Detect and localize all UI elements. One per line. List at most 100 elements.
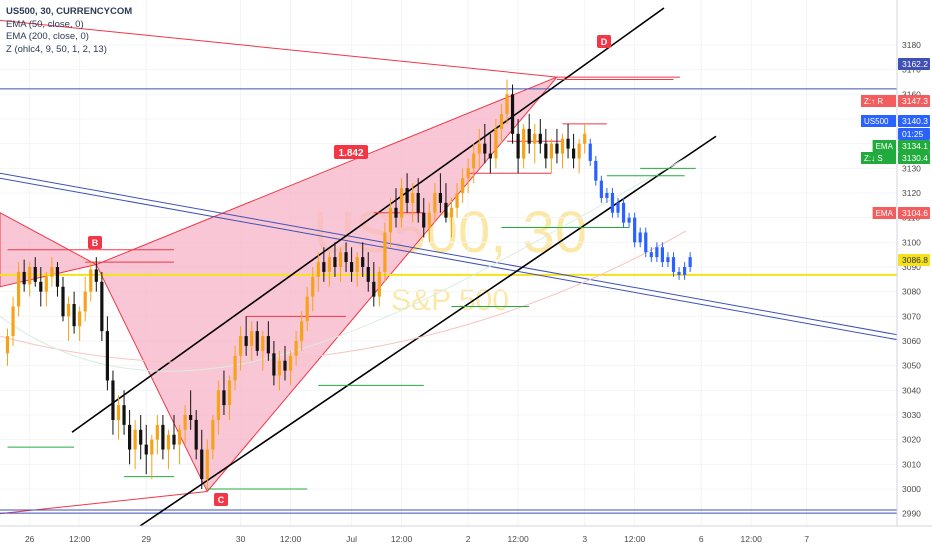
candle-body [155,424,159,440]
candle-body [455,193,459,208]
legend-zigzag[interactable]: Z (ohlc4, 9, 50, 1, 2, 13) [6,43,107,55]
candle-body [372,281,376,297]
candle-body [28,267,32,285]
projection-body [683,267,687,275]
time-tick-label: Jul [346,534,357,544]
candle-body [89,269,93,292]
point-d-badge[interactable] [597,35,611,48]
candle-body [44,276,48,292]
time-tick-label: 12:00 [391,534,413,544]
price-tick-label: 2990 [902,509,921,519]
candle-body [133,429,137,450]
tag-label-text: US500 [864,117,889,126]
candle-body [560,138,565,154]
candle-body [461,178,465,193]
tag-label-box [872,207,896,219]
legend-symbol: US500, 30, CURRENCYCOM [6,6,133,17]
projection-body [666,257,670,263]
candle-body [399,188,404,218]
time-tick-label: 7 [804,534,809,544]
candle-body [388,207,393,233]
candle-body [111,380,115,420]
candle-body [427,212,431,228]
tag-value-box [898,140,930,152]
candle-body [377,271,381,297]
candle-body [327,257,331,272]
price-tags: 3162.2 Z:↑ R 3147.3 US500 3140.3 01:25 EMA 3134… [861,58,930,266]
candle-body [139,429,143,445]
tag-label-box [861,95,896,107]
projection-body [644,232,648,253]
tag-label-text: Z:↑ R [864,97,883,106]
candle-body [549,143,553,159]
price-tick-label: 3130 [902,163,921,173]
chart-legend: US500, 30, CURRENCYCOM EMA (50, close, 0… [6,6,132,56]
time-tick-label: 12:00 [280,534,302,544]
candle-body [355,257,359,272]
candle-body [383,232,387,272]
projection-body [671,257,676,272]
candle-body [411,193,415,203]
time-axis-bg [0,526,932,550]
candle-body [72,304,76,327]
time-tick-label: 26 [25,534,35,544]
legend-ema50[interactable]: EMA (50, close, 0) [6,18,84,30]
candle-body [544,143,548,159]
trend-lines[interactable] [0,7,932,527]
tag-label-text: EMA [876,142,894,151]
candle-body [583,133,587,144]
projection-body [616,202,620,213]
tag-value-text: 3147.3 [902,96,928,106]
candle-body [366,267,370,282]
candle-body [177,429,182,445]
point-b-badge[interactable] [88,236,102,249]
candles[interactable] [5,79,587,489]
candle-body [189,415,193,420]
legend-ema200[interactable]: EMA (200, close, 0) [6,31,89,42]
tag-value-text: 3086.8 [902,255,928,265]
candle-body [17,271,21,307]
price-axis[interactable]: 2990 3000 3010 3020 3030 3040 3050 3060 3070 3080… [896,0,932,550]
candle-body [261,336,265,351]
projection-body [621,202,626,223]
projection-body [688,257,692,267]
candle-body [294,341,298,356]
candle-body [305,296,309,322]
candle-body [172,434,176,445]
pattern-labels[interactable]: 1.842 B C D [88,35,611,506]
candle-body [300,321,304,341]
ratio-badge[interactable] [334,145,368,159]
price-tick-label: 3000 [902,484,921,494]
candle-body [5,336,10,354]
candle-body [200,449,204,480]
candle-body [538,133,542,144]
candle-body [527,128,531,144]
candle-body [494,128,498,159]
candle-body [61,286,65,317]
pattern-bcd-triangle [95,76,558,493]
candle-body [233,355,237,381]
candle-body [50,267,54,277]
projection-body [649,252,653,258]
point-c-badge[interactable] [214,493,228,506]
candle-body [272,353,276,376]
candle-body [333,257,337,267]
candle-body [244,336,248,346]
point-d-label: D [601,37,608,47]
candle-body [510,94,515,134]
candle-body [338,252,343,267]
price-tick-label: 3080 [902,287,921,297]
candle-body [283,360,287,371]
candle-body [505,94,509,115]
time-axis[interactable]: 26 12:00 29 30 12:00 Jul 12:00 2 12:00 3 12:00 6 12:… [0,525,932,550]
candle-body [499,114,504,129]
projection-body [599,180,603,198]
candle-body [577,143,581,159]
candle-body [161,424,165,450]
projection-candles[interactable] [588,138,692,280]
candle-body [150,439,154,455]
tag-label-text: EMA [876,209,894,218]
price-tick-label: 3010 [902,459,921,469]
candle-body [361,257,365,267]
